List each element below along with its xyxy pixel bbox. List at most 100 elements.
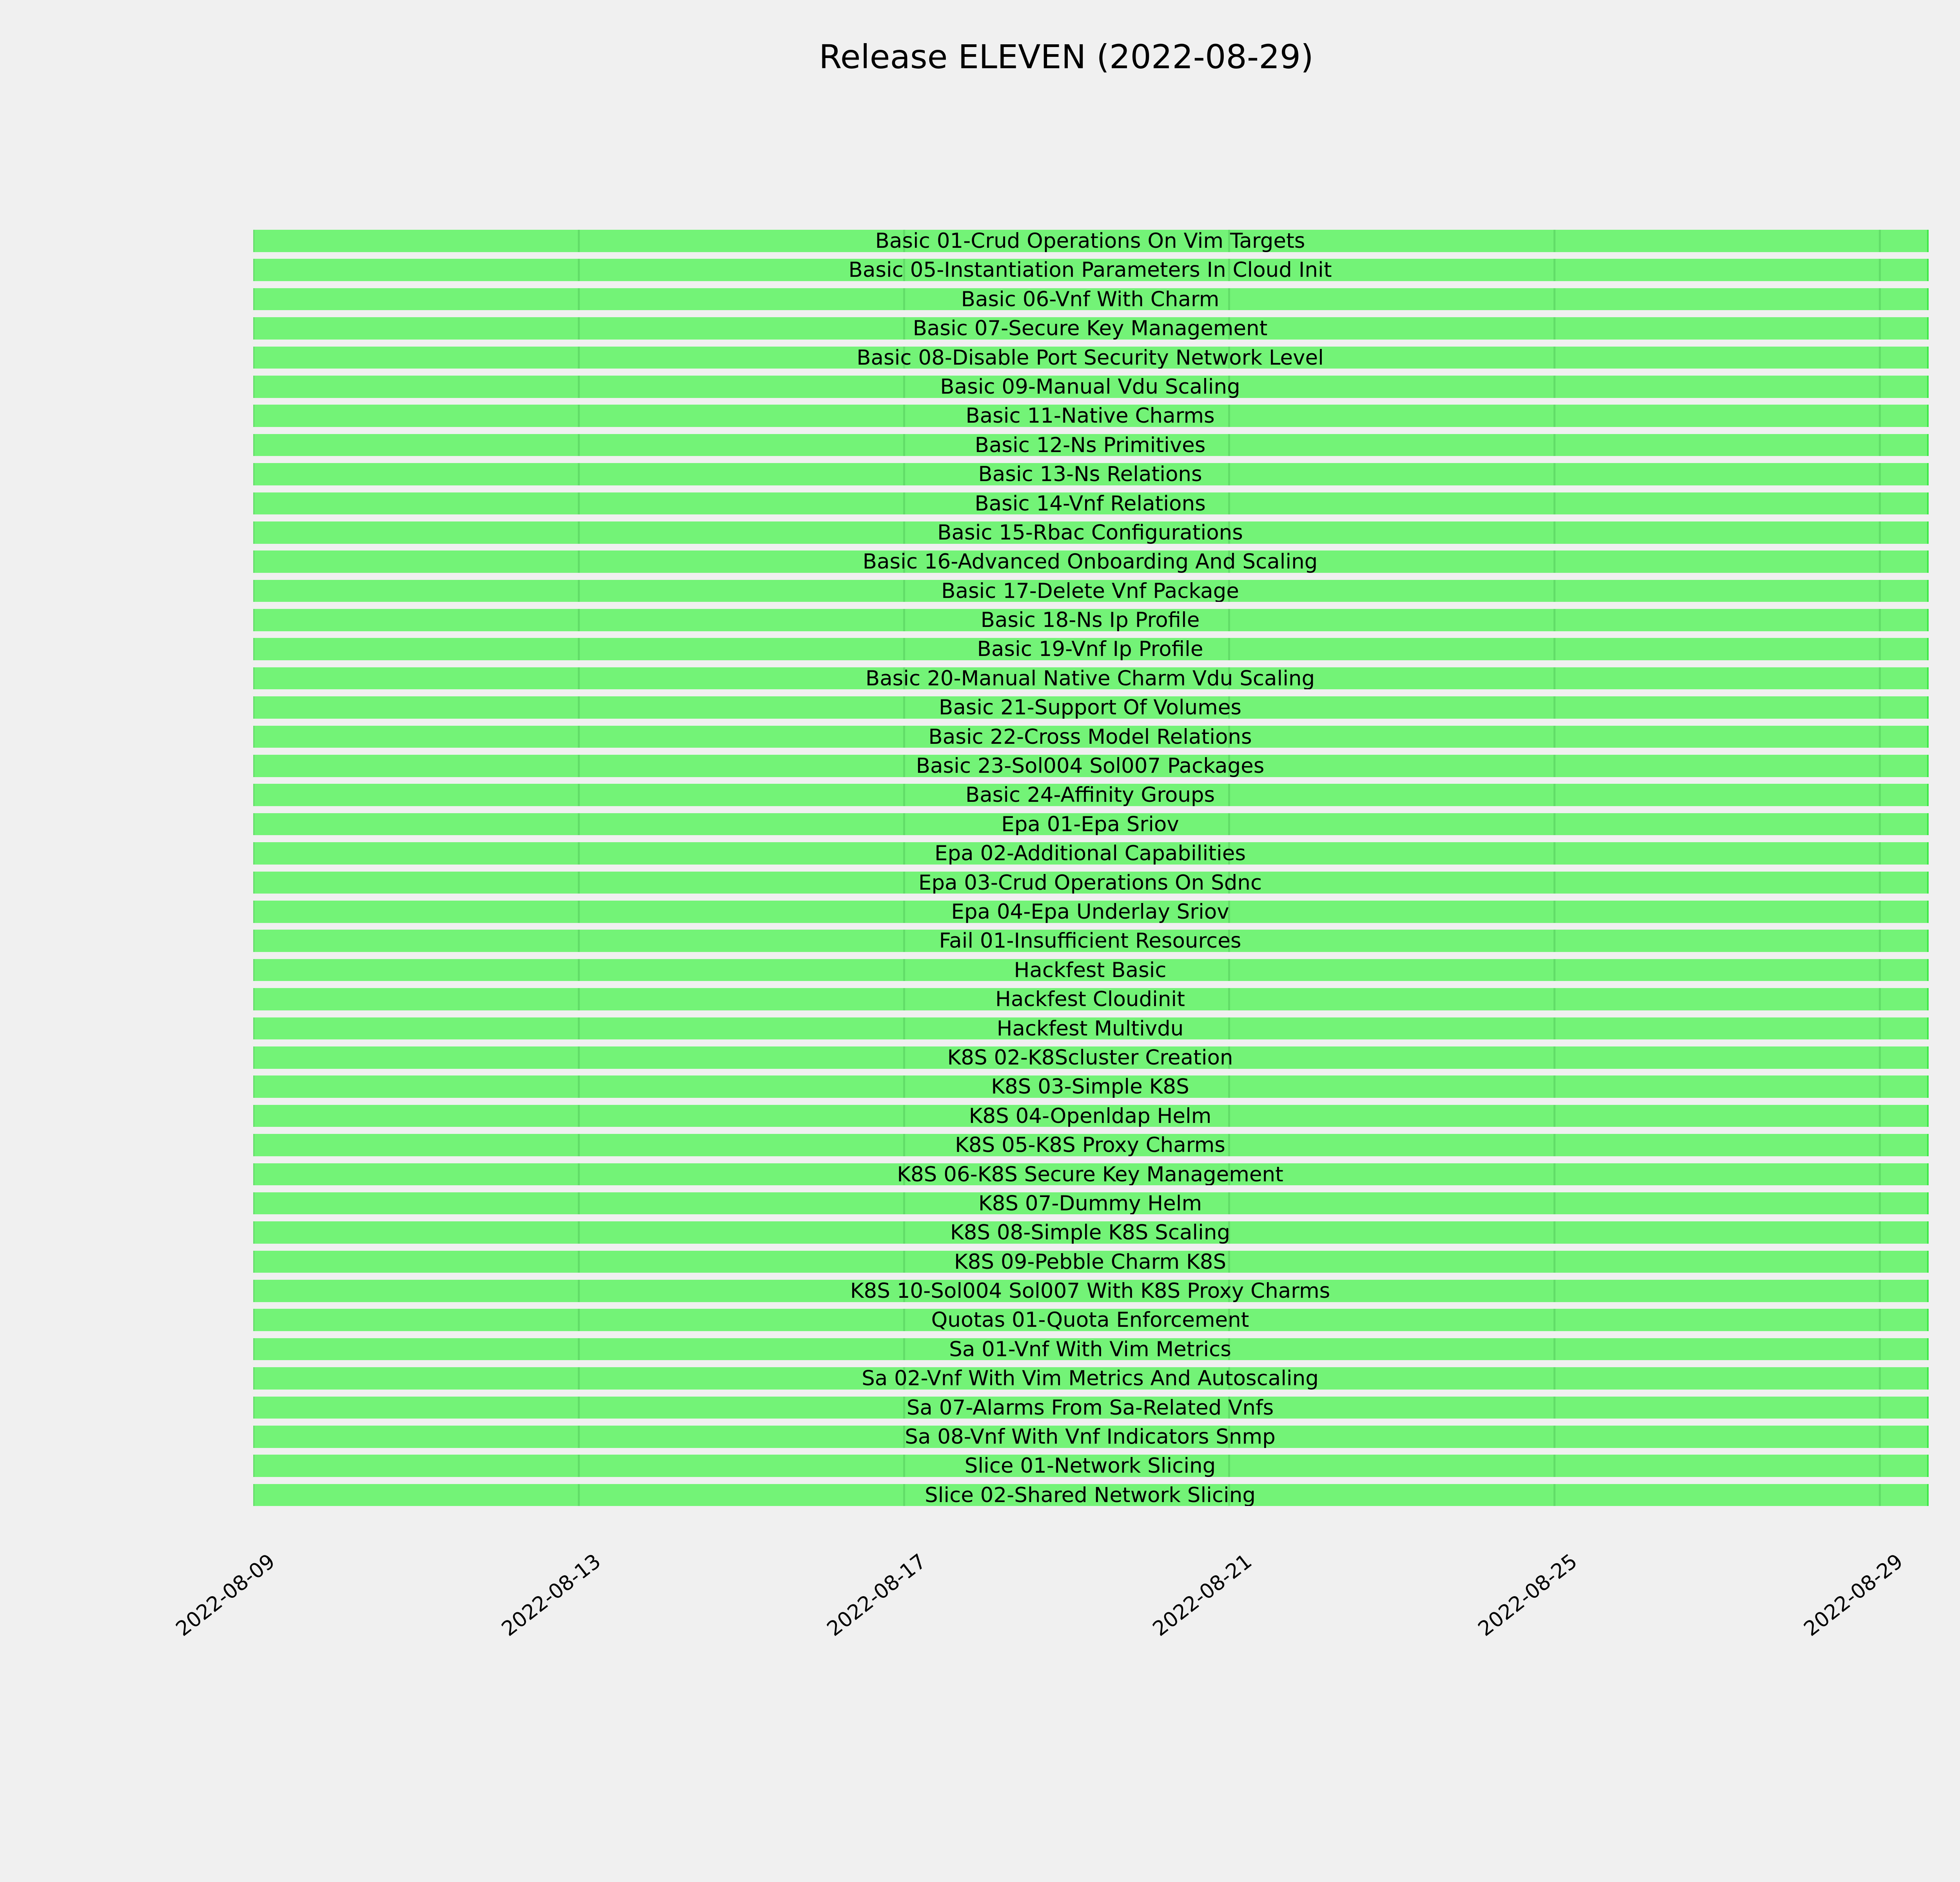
gridline-tick-seam [1228,375,1230,398]
gridline-tick-seam [1878,1484,1881,1506]
gridline-tick-seam [1228,463,1230,485]
gridline-tick-seam [1878,579,1881,602]
gridline-tick-seam [253,1134,254,1156]
gridline-tick-seam [903,784,905,807]
gridline-tick-seam [1878,1426,1881,1448]
gridline-tick-seam [253,1455,254,1477]
gridline-tick-seam [1228,230,1230,252]
gridline-tick-seam [253,579,254,602]
gridline-tick-seam [1228,1250,1230,1273]
gridline-tick-seam [577,1192,580,1215]
gantt-bar: Basic 18-Ns Ip Profile [253,609,1929,631]
gridline-tick-seam [1553,405,1556,427]
gridline-tick-seam [1878,230,1881,252]
gridline-tick-seam [1228,813,1230,836]
gantt-bar: K8S 09-Pebble Charm K8S [253,1250,1929,1273]
gridline-tick-seam [1878,317,1881,340]
gridline-tick-seam [1228,579,1230,602]
gridline-tick-seam [1878,550,1881,573]
gridline-tick-seam [577,1221,580,1244]
gridline-tick-seam [1878,1134,1881,1156]
gridline-tick-seam [903,1280,905,1302]
gridline-tick-seam [1878,725,1881,748]
gridline-tick-seam [577,492,580,515]
bar-label: Basic 13-Ns Relations [978,463,1202,485]
gridline-tick-seam [1228,521,1230,544]
gridline-tick-seam [577,871,580,894]
gridline-tick-seam [903,813,905,836]
gridline-tick-seam [253,871,254,894]
gridline-tick-seam [1878,667,1881,690]
gridline-tick-seam [1228,288,1230,311]
gridline-tick-seam [1228,1484,1230,1506]
gridline-tick-seam [903,492,905,515]
gridline-tick-seam [1228,667,1230,690]
gridline-tick-seam [253,696,254,719]
gridline-tick-seam [1878,813,1881,836]
gridline-tick-seam [1553,900,1556,923]
gridline-tick-seam [903,434,905,456]
gridline-tick-seam [577,288,580,311]
gridline-tick-seam [903,842,905,865]
gridline-tick-seam [1553,1280,1556,1302]
gridline-tick-seam [1553,1075,1556,1098]
gridline-tick-seam [1878,638,1881,661]
gridline-tick-seam [1553,813,1556,836]
gridline-tick-seam [1553,784,1556,807]
bar-label: Slice 02-Shared Network Slicing [924,1484,1256,1506]
gantt-bar: Basic 23-Sol004 Sol007 Packages [253,755,1929,777]
gridline-tick-seam [1228,259,1230,281]
gridline-tick-seam [1228,1017,1230,1040]
gridline-tick-seam [253,492,254,515]
gridline-tick-seam [903,1163,905,1186]
gantt-bar: Basic 22-Cross Model Relations [253,725,1929,748]
gridline-tick-seam [1553,1134,1556,1156]
bar-label: K8S 04-Openldap Helm [969,1104,1212,1127]
gantt-bar: Hackfest Cloudinit [253,988,1929,1010]
gridline-tick-seam [903,667,905,690]
gridline-tick-seam [253,667,254,690]
gantt-bar: K8S 03-Simple K8S [253,1075,1929,1098]
gridline-tick-seam [1553,288,1556,311]
gridline-tick-seam [1553,579,1556,602]
bar-label: Basic 18-Ns Ip Profile [980,609,1200,631]
gridline-tick-seam [577,609,580,631]
gridline-tick-seam [1228,638,1230,661]
gridline-tick-seam [903,579,905,602]
gridline-tick-seam [1228,696,1230,719]
gridline-tick-seam [1878,1309,1881,1332]
gridline-tick-seam [903,900,905,923]
gridline-tick-seam [577,638,580,661]
gridline-tick-seam [1228,1309,1230,1332]
gantt-bar: Epa 02-Additional Capabilities [253,842,1929,865]
gridline-tick-seam [577,405,580,427]
gantt-bar: Basic 24-Affinity Groups [253,784,1929,807]
gridline-tick-seam [577,550,580,573]
gridline-tick-seam [1553,638,1556,661]
gridline-tick-seam [1553,667,1556,690]
gridline-tick-seam [577,1367,580,1390]
bar-label: K8S 08-Simple K8S Scaling [950,1221,1230,1244]
gridline-tick-seam [903,1104,905,1127]
gridline-tick-seam [253,988,254,1010]
gridline-tick-seam [1878,784,1881,807]
bar-label: Hackfest Multivdu [996,1017,1184,1040]
gridline-tick-seam [903,930,905,952]
gridline-tick-seam [1228,1163,1230,1186]
gridline-tick-seam [253,375,254,398]
gridline-tick-seam [1228,725,1230,748]
gridline-tick-seam [253,434,254,456]
gridline-tick-seam [253,550,254,573]
gridline-tick-seam [1878,1075,1881,1098]
gridline-tick-seam [1228,959,1230,981]
gridline-tick-seam [903,1075,905,1098]
gridline-tick-seam [1553,521,1556,544]
gridline-tick-seam [1228,1280,1230,1302]
gridline-tick-seam [577,1134,580,1156]
gantt-bar: Sa 07-Alarms From Sa-Related Vnfs [253,1396,1929,1419]
gridline-tick-seam [903,725,905,748]
gridline-tick-seam [1228,900,1230,923]
gridline-tick-seam [577,1309,580,1332]
bar-label: Basic 19-Vnf Ip Profile [977,638,1203,661]
